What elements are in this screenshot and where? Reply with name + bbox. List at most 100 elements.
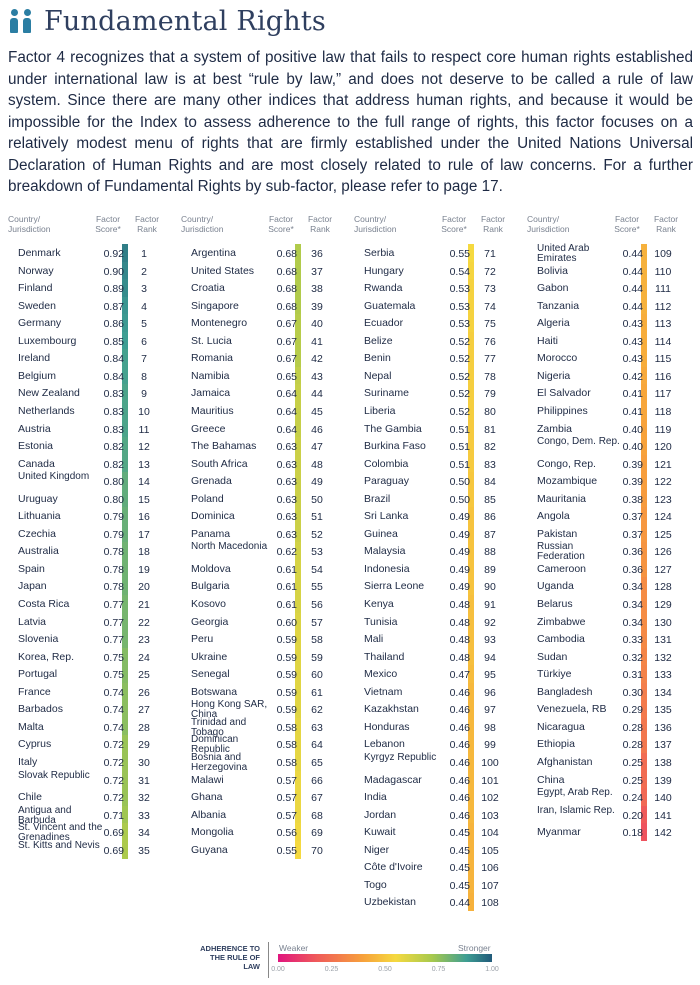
- legend-tick: 0.25: [324, 966, 339, 973]
- table-row: Estonia 0.82 12: [8, 439, 178, 457]
- score-color-segment: [122, 296, 128, 315]
- factor-score: 0.92: [103, 248, 124, 260]
- factor-rank: 108: [481, 897, 499, 910]
- table-row: Canada 0.82 13: [8, 457, 178, 475]
- factor-rank: 59: [311, 651, 323, 664]
- factor-score: 0.34: [622, 581, 643, 594]
- factor-rank: 66: [311, 774, 323, 787]
- country-name: Croatia: [191, 282, 225, 295]
- factor-rank: 75: [484, 318, 496, 331]
- country-name: Sri Lanka: [364, 510, 409, 523]
- country-name: Malaysia: [364, 545, 406, 558]
- score-color-segment: [468, 682, 474, 701]
- score-color-segment: [295, 630, 301, 649]
- score-color-segment: [295, 489, 301, 508]
- score-color-segment: [122, 805, 128, 824]
- factor-score: 0.52: [449, 335, 470, 348]
- factor-rank: 141: [654, 809, 672, 822]
- score-color-segment: [295, 840, 301, 859]
- table-row: Botswana 0.59 61: [181, 685, 351, 703]
- table-row: Finland 0.89 3: [8, 281, 178, 299]
- country-name: New Zealand: [18, 387, 80, 400]
- legend-label: ADHERENCE TO THE RULE OF LAW: [200, 944, 260, 971]
- score-color-segment: [468, 454, 474, 473]
- country-name: Mali: [364, 633, 384, 646]
- factor-score: 0.53: [449, 318, 470, 331]
- factor-rank: 142: [654, 827, 672, 840]
- table-row: St. Kitts and Nevis 0.69 35: [8, 840, 178, 861]
- score-color-segment: [468, 612, 474, 631]
- factor-rank: 20: [138, 581, 150, 594]
- country-name: Tunisia: [364, 615, 398, 628]
- score-color-segment: [468, 261, 474, 280]
- factor-rank: 85: [484, 493, 496, 506]
- country-name: Senegal: [191, 668, 230, 681]
- table-row: Algeria 0.43 113: [527, 316, 697, 334]
- score-color-segment: [468, 595, 474, 614]
- table-row: North Macedonia 0.62 53: [181, 542, 351, 562]
- score-color-segment: [641, 805, 647, 824]
- country-name: South Africa: [191, 457, 248, 470]
- factor-rank: 140: [654, 792, 672, 805]
- country-name: Nigeria: [537, 369, 571, 382]
- score-color-segment: [641, 595, 647, 614]
- score-color-segment: [122, 700, 128, 719]
- table-row: Honduras 0.46 98: [354, 720, 524, 738]
- table-row: Mauritius 0.64 45: [181, 404, 351, 422]
- column-header: Country/ Jurisdiction Factor Score* Factor…: [8, 212, 173, 242]
- factor-score: 0.64: [276, 405, 297, 418]
- factor-rank: 90: [484, 581, 496, 594]
- table-row: Bolivia 0.44 110: [527, 264, 697, 282]
- factor-score: 0.68: [276, 248, 297, 260]
- factor-rank: 83: [484, 458, 496, 471]
- factor-rank: 56: [311, 599, 323, 611]
- table-row: Burkina Faso 0.51 82: [354, 439, 524, 457]
- table-row: Guatemala 0.53 74: [354, 299, 524, 317]
- country-name: Angola: [537, 510, 570, 523]
- country-name: Greece: [191, 422, 226, 435]
- table-row: Philippines 0.41 118: [527, 404, 697, 422]
- factor-rank: 101: [481, 774, 499, 787]
- factor-rank: 30: [138, 756, 150, 769]
- factor-rank: 32: [138, 792, 150, 805]
- table-row: Latvia 0.77 22: [8, 615, 178, 633]
- country-name: Belarus: [537, 598, 573, 610]
- country-name: Ireland: [18, 352, 51, 365]
- table-row: Ghana 0.57 67: [181, 790, 351, 808]
- intro-line: system. Since there are many other indic…: [8, 92, 693, 109]
- factor-score: 0.75: [103, 651, 124, 664]
- score-color-segment: [468, 296, 474, 315]
- factor-rank: 116: [654, 370, 672, 383]
- table-row: Nigeria 0.42 116: [527, 369, 697, 387]
- factor-rank: 4: [141, 300, 147, 313]
- score-color-segment: [641, 314, 647, 333]
- country-name: Niger: [364, 843, 390, 856]
- factor-rank: 88: [484, 546, 496, 559]
- factor-rank: 5: [141, 318, 147, 331]
- country-name: Antigua and Barbuda: [18, 804, 72, 826]
- factor-score: 0.51: [449, 458, 470, 471]
- country-name: Barbados: [18, 703, 63, 716]
- factor-rank: 129: [654, 599, 672, 611]
- factor-score: 0.52: [449, 405, 470, 418]
- factor-score: 0.59: [276, 704, 297, 717]
- factor-score: 0.63: [276, 528, 297, 541]
- legend-gradient-bar: [278, 954, 492, 962]
- table-row: Korea, Rep. 0.75 24: [8, 650, 178, 668]
- factor-rank: 133: [654, 669, 672, 682]
- country-name: Jamaica: [191, 387, 231, 400]
- country-name: Ecuador: [364, 317, 404, 330]
- score-color-segment: [122, 595, 128, 614]
- score-color-segment: [641, 349, 647, 368]
- country-name: Iran, Islamic Rep.: [537, 804, 615, 816]
- factor-rank: 77: [484, 353, 496, 366]
- score-color-segment: [468, 314, 474, 333]
- country-name: Botswana: [191, 685, 238, 698]
- table-row: Ecuador 0.53 75: [354, 316, 524, 334]
- factor-rank: 1: [141, 248, 147, 260]
- country-name: Malta: [18, 720, 44, 733]
- table-row: Côte d'Ivoire 0.45 106: [354, 860, 524, 878]
- table-row: Suriname 0.52 79: [354, 386, 524, 404]
- factor-score: 0.25: [622, 774, 643, 787]
- score-color-segment: [468, 349, 474, 368]
